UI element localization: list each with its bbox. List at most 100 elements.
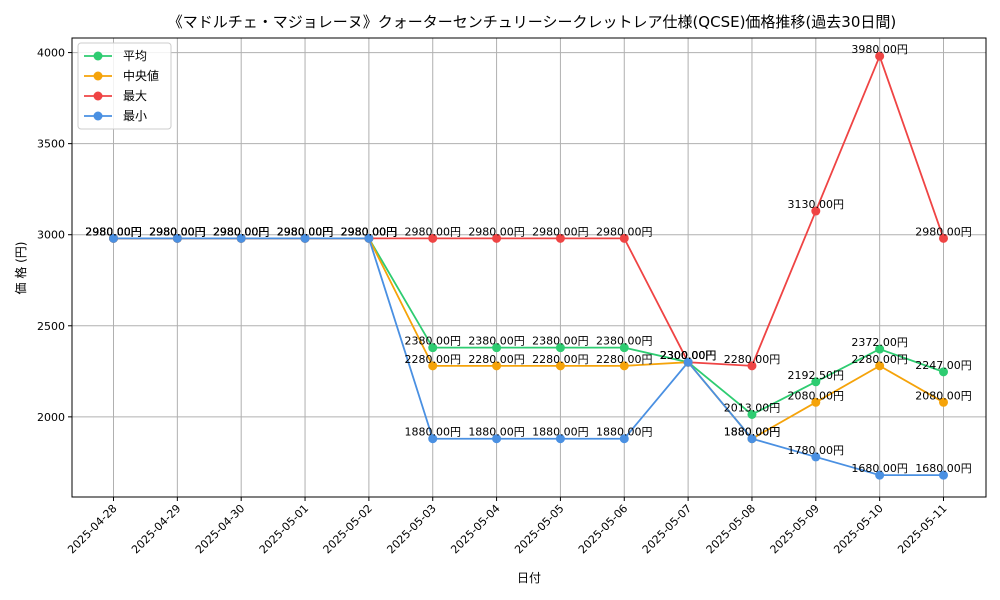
data-point xyxy=(236,233,246,243)
x-tick-label: 2025-05-07 xyxy=(640,502,694,556)
data-label: 3130.00円 xyxy=(788,198,845,211)
data-label: 2980.00円 xyxy=(341,225,398,238)
data-label: 2280.00円 xyxy=(468,353,525,366)
data-point xyxy=(747,361,757,371)
x-tick-label: 2025-05-04 xyxy=(448,502,502,556)
legend-swatch-marker xyxy=(93,71,103,81)
series-line xyxy=(113,237,944,440)
data-point xyxy=(428,434,438,444)
data-labels: 2980.00円 2980.00円 2980.00円 2980.00円 2980.00円… xyxy=(85,43,972,475)
data-label: 2192.50円 xyxy=(788,369,845,382)
data-label: 2980.00円 xyxy=(277,225,334,238)
legend-label: 最大 xyxy=(123,89,147,103)
data-point xyxy=(683,357,693,367)
data-label: 2980.00円 xyxy=(213,225,270,238)
x-tick-label: 2025-05-10 xyxy=(831,502,885,556)
data-point xyxy=(555,361,565,371)
data-label: 2280.00円 xyxy=(851,353,908,366)
data-label: 2380.00円 xyxy=(404,335,461,348)
data-label: 2980.00円 xyxy=(596,225,653,238)
legend-label: 中央値 xyxy=(123,68,159,83)
data-label: 1880.00円 xyxy=(596,426,653,439)
data-label: 2380.00円 xyxy=(468,335,525,348)
data-label: 2980.00円 xyxy=(277,225,334,238)
data-label: 2280.00円 xyxy=(724,353,781,366)
data-label: 1780.00円 xyxy=(788,444,845,457)
data-point xyxy=(811,377,821,387)
grid xyxy=(72,38,986,497)
data-label: 2980.00円 xyxy=(85,225,142,238)
y-axis-label: 価 格 (円) xyxy=(13,242,28,295)
data-label: 2980.00円 xyxy=(341,225,398,238)
x-axis: 2025-04-28 2025-04-29 2025-04-30 2025-05-01… xyxy=(65,497,950,556)
data-label: 2980.00円 xyxy=(404,225,461,238)
x-tick-label: 2025-05-11 xyxy=(895,502,949,556)
x-tick-label: 2025-04-29 xyxy=(129,502,183,556)
data-label: 2980.00円 xyxy=(341,225,398,238)
data-point xyxy=(875,361,885,371)
data-point xyxy=(555,434,565,444)
data-label: 2980.00円 xyxy=(213,225,270,238)
y-axis: 2000 2500 3000 3500 4000 xyxy=(37,47,72,424)
x-tick-label: 2025-05-06 xyxy=(576,502,630,556)
data-point xyxy=(811,397,821,407)
legend-label: 最小 xyxy=(123,109,147,123)
data-label: 2280.00円 xyxy=(404,353,461,366)
data-label: 2980.00円 xyxy=(915,225,972,238)
data-label: 2300.00円 xyxy=(660,349,717,362)
data-point xyxy=(428,343,438,353)
legend-swatch-marker xyxy=(93,111,103,121)
y-tick-label: 2500 xyxy=(37,320,65,333)
x-tick-label: 2025-05-08 xyxy=(704,502,758,556)
data-label: 1880.00円 xyxy=(468,426,525,439)
data-point xyxy=(875,51,885,61)
data-label: 2980.00円 xyxy=(468,225,525,238)
data-label: 2980.00円 xyxy=(213,225,270,238)
data-point xyxy=(875,470,885,480)
legend-label: 平均 xyxy=(123,49,147,63)
data-point xyxy=(619,361,629,371)
data-point xyxy=(364,233,374,243)
data-label: 2980.00円 xyxy=(149,225,206,238)
data-point xyxy=(428,233,438,243)
data-label: 2980.00円 xyxy=(277,225,334,238)
legend-swatch-marker xyxy=(93,91,103,101)
data-point xyxy=(555,233,565,243)
data-label: 2980.00円 xyxy=(532,225,589,238)
data-point xyxy=(939,233,948,243)
legend-box xyxy=(77,42,172,130)
y-tick-label: 4000 xyxy=(37,47,65,60)
data-point xyxy=(939,470,948,480)
series-group xyxy=(109,51,948,480)
data-label: 1680.00円 xyxy=(851,462,908,475)
data-point xyxy=(428,361,438,371)
data-point xyxy=(619,233,629,243)
data-point xyxy=(747,434,757,444)
x-tick-label: 2025-05-02 xyxy=(321,502,375,556)
data-label: 2980.00円 xyxy=(149,225,206,238)
data-point xyxy=(172,233,182,243)
data-label: 2280.00円 xyxy=(596,353,653,366)
data-label: 2372.00円 xyxy=(851,336,908,349)
data-point xyxy=(747,409,757,419)
data-label: 2980.00円 xyxy=(85,225,142,238)
data-point xyxy=(492,233,502,243)
data-label: 2300.00円 xyxy=(660,349,717,362)
y-tick-label: 2000 xyxy=(37,411,65,424)
chart-title: 《マドルチェ・マジョレーヌ》クォーターセンチュリーシークレットレア仕様(QCSE… xyxy=(168,13,896,31)
data-label: 2080.00円 xyxy=(915,389,972,402)
data-point xyxy=(109,233,118,243)
x-tick-label: 2025-05-03 xyxy=(384,502,438,556)
data-point xyxy=(300,233,310,243)
data-label: 2980.00円 xyxy=(85,225,142,238)
x-tick-label: 2025-04-28 xyxy=(65,502,119,556)
data-label: 1880.00円 xyxy=(724,426,781,439)
data-label: 1880.00円 xyxy=(724,426,781,439)
data-label: 2080.00円 xyxy=(788,389,845,402)
series-line xyxy=(113,237,944,416)
data-label: 2300.00円 xyxy=(660,349,717,362)
x-tick-label: 2025-05-05 xyxy=(512,502,566,556)
data-point xyxy=(619,434,629,444)
